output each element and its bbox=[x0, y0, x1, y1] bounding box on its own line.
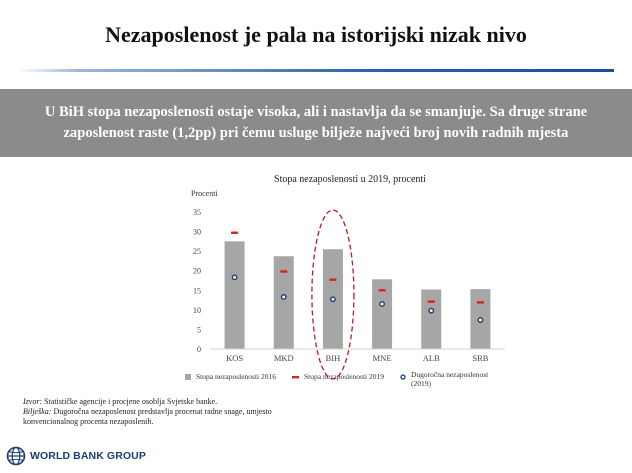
y-axis-label: Procenti bbox=[191, 189, 218, 198]
key-message-banner: U BiH stopa nezaposlenosti ostaje visoka… bbox=[0, 89, 632, 157]
key-message-line-2: zaposlenost raste (1,2pp) pri čemu uslug… bbox=[63, 125, 569, 141]
note-line-2: konvencionalnog procenta nezaposlenih. bbox=[23, 417, 154, 426]
bar-mkd bbox=[273, 256, 294, 349]
circle-alb bbox=[428, 307, 435, 314]
note-label: Bilješka: bbox=[23, 407, 52, 416]
key-message-line-1: U BiH stopa nezaposlenosti ostaje visoka… bbox=[44, 104, 588, 120]
dash-mkd bbox=[280, 270, 288, 273]
bar-kos bbox=[224, 241, 245, 349]
y-tick-label: 35 bbox=[193, 208, 201, 217]
y-tick-label: 30 bbox=[193, 228, 201, 237]
dash-series bbox=[231, 231, 484, 304]
legend-swatch-dash bbox=[292, 376, 299, 379]
legend-label-circle-line-1: Dugoročna nezaposlenost bbox=[411, 370, 489, 379]
circle-series bbox=[231, 274, 484, 323]
y-axis: 0 5 10 15 20 25 30 35 bbox=[193, 208, 201, 354]
y-tick-label: 20 bbox=[193, 267, 201, 276]
dash-srb bbox=[476, 301, 484, 304]
note-line: Bilješka: Dugoročna nezaposlenost predst… bbox=[23, 407, 363, 417]
source-label: Izvor: bbox=[23, 397, 43, 406]
x-tick-label: KOS bbox=[226, 353, 243, 363]
x-tick-label: MKD bbox=[274, 353, 294, 363]
x-tick-label: SRB bbox=[472, 353, 488, 363]
circle-kos bbox=[231, 274, 238, 281]
legend-label-circle: Dugoročna nezaposlenost (2019) bbox=[411, 370, 489, 388]
note-text: Dugoročna nezaposlenost predstavlja proc… bbox=[51, 407, 272, 416]
chart-title: Stopa nezaposlenosti u 2019, procenti bbox=[274, 174, 426, 185]
logo-text: WORLD BANK GROUP bbox=[30, 450, 146, 462]
bih-highlight-ellipse bbox=[311, 209, 355, 380]
legend-swatch-bar bbox=[185, 374, 191, 380]
dash-alb bbox=[427, 300, 435, 303]
x-tick-label: MNE bbox=[373, 353, 392, 363]
circle-mne bbox=[379, 301, 385, 307]
source-line: Izvor: Statističke agencije i procjene o… bbox=[23, 397, 363, 407]
slide-title: Nezaposlenost je pala na istorijski niza… bbox=[105, 22, 527, 47]
y-tick-label: 5 bbox=[197, 325, 201, 334]
world-bank-logo: WORLD BANK GROUP bbox=[6, 446, 146, 466]
y-tick-label: 25 bbox=[193, 247, 201, 256]
bar-mne bbox=[372, 279, 393, 349]
circle-srb bbox=[477, 317, 484, 323]
title-divider bbox=[18, 69, 614, 72]
circle-mkd bbox=[280, 294, 287, 300]
dash-mne bbox=[378, 289, 386, 292]
x-axis: KOS MKD BIH MNE ALB SRB bbox=[210, 348, 505, 363]
x-tick-label: ALB bbox=[423, 353, 440, 363]
legend-swatch-circle bbox=[400, 374, 406, 380]
dash-bih bbox=[329, 278, 337, 281]
legend-label-circle-line-2: (2019) bbox=[411, 379, 431, 388]
source-text: Statističke agencije i procjene osoblja … bbox=[42, 397, 218, 406]
bar-series bbox=[224, 241, 491, 349]
dash-kos bbox=[231, 231, 239, 234]
y-tick-label: 0 bbox=[197, 345, 201, 354]
legend: Stopa nezaposlenosti 2016 Stopa nezaposle… bbox=[185, 370, 489, 388]
globe-icon bbox=[6, 446, 26, 466]
circle-bih bbox=[330, 296, 336, 303]
x-tick-label: BIH bbox=[326, 353, 341, 363]
key-message-text: U BiH stopa nezaposlenosti ostaje visoka… bbox=[16, 102, 616, 144]
y-tick-label: 10 bbox=[193, 306, 201, 315]
legend-label-dash: Stopa nezaposlenosti 2019 bbox=[304, 372, 384, 381]
y-tick-label: 15 bbox=[193, 286, 201, 295]
bar-alb bbox=[421, 289, 442, 349]
source-notes: Izvor: Statističke agencije i procjene o… bbox=[23, 397, 363, 427]
legend-label-bar: Stopa nezaposlenosti 2016 bbox=[196, 372, 276, 381]
